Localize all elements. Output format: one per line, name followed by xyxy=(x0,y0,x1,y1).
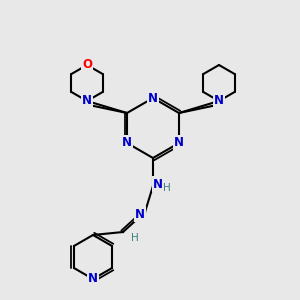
Text: N: N xyxy=(214,94,224,107)
Text: H: H xyxy=(131,233,139,243)
Text: N: N xyxy=(88,272,98,286)
Text: N: N xyxy=(122,136,132,149)
Text: O: O xyxy=(82,58,92,71)
Text: N: N xyxy=(153,178,163,190)
Text: N: N xyxy=(82,94,92,107)
Text: H: H xyxy=(163,183,171,193)
Text: N: N xyxy=(148,92,158,104)
Text: N: N xyxy=(174,136,184,149)
Text: N: N xyxy=(135,208,145,220)
